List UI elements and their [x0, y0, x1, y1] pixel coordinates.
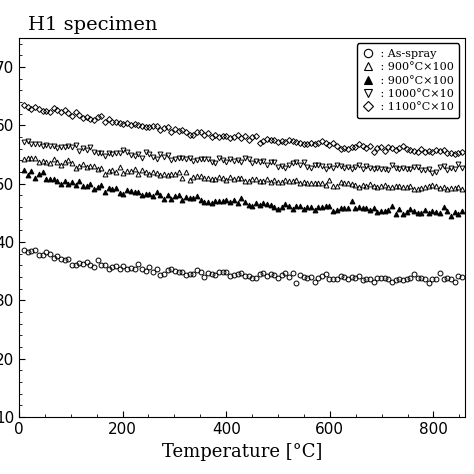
X-axis label: Temperature [°C]: Temperature [°C]	[162, 443, 322, 461]
Text: H1 specimen: H1 specimen	[28, 16, 157, 34]
Legend:  : As-spray,  : 900°C×100,  : 900°C×100,  : 1000°C×10,  : 1100°C×10: : As-spray, : 900°C×100, : 900°C×100, : …	[356, 44, 459, 118]
